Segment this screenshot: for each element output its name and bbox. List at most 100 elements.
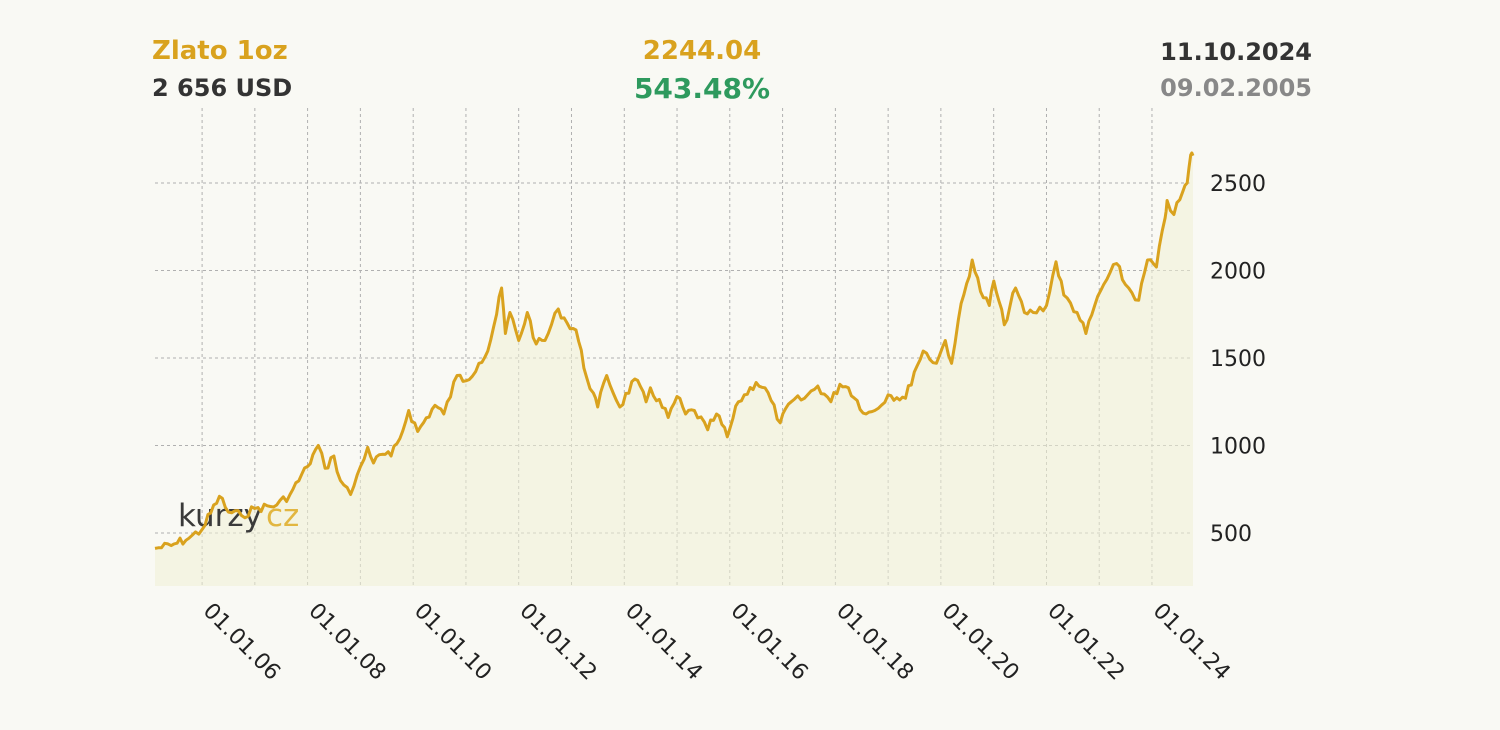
data-point [504,332,507,335]
data-point [1003,323,1006,326]
data-point [526,311,529,314]
data-point [187,537,190,540]
x-tick-label: 01.01.16 [726,599,813,686]
data-point [1155,266,1158,269]
data-point [339,479,342,482]
data-point [1084,332,1087,335]
data-point [950,362,953,365]
data-point [693,409,696,412]
y-tick-label: 2500 [1210,172,1266,197]
price-area-fill [155,152,1193,586]
data-point [544,339,547,342]
x-tick-label: 01.01.18 [831,599,918,686]
data-point [201,528,204,531]
data-point [1023,311,1026,314]
x-tick-label: 01.01.08 [303,599,390,686]
data-point [324,467,327,470]
data-point [477,362,480,365]
data-point [566,322,569,325]
logo-cz-text: cz [266,498,299,534]
data-point [957,318,960,321]
x-tick-label: 01.01.14 [620,599,707,686]
x-axis-labels: 01.01.06 01.01.08 01.01.10 01.01.12 01.01.14… [198,599,1235,686]
data-point [645,400,648,403]
instrument-name: Zlato 1oz [152,36,288,66]
y-axis-labels: 500 1000 1500 2000 2500 [1210,172,1266,547]
data-point [887,393,890,396]
data-point [253,507,256,510]
data-point [1146,259,1149,262]
chart-line-layer [154,151,1195,550]
data-point [381,453,384,456]
data-point [486,350,489,353]
data-point [944,339,947,342]
data-point [456,374,459,377]
data-point [596,406,599,409]
data-point [873,409,876,412]
data-point [816,385,819,388]
change-absolute: 2244.04 [642,36,762,66]
data-point [1062,294,1065,297]
data-point [1164,217,1167,220]
data-point [585,376,588,379]
data-point [306,465,309,468]
data-point [1045,304,1048,307]
data-point [390,455,393,458]
data-point [289,493,292,496]
data-point [1172,213,1175,216]
data-point [317,444,320,447]
data-point [1076,311,1079,314]
data-point [847,386,850,389]
y-tick-label: 500 [1210,522,1252,547]
data-point [1032,311,1035,314]
data-point [372,462,375,465]
price-line [154,151,1195,550]
data-point [971,259,974,262]
x-tick-label: 01.01.12 [514,599,601,686]
data-point [349,493,352,496]
data-point [332,455,335,458]
data-point [398,437,401,440]
data-point [790,400,793,403]
x-tick-label: 01.01.22 [1042,599,1129,686]
chart-area [155,152,1193,586]
data-point [1166,199,1169,202]
x-tick-label: 01.01.10 [409,599,496,686]
data-point [575,329,578,332]
data-point [464,379,467,382]
data-point [407,409,410,412]
data-point [1093,304,1096,307]
data-point [442,413,445,416]
data-point [1186,182,1189,185]
data-point [764,386,767,389]
data-point [517,339,520,342]
data-point [1137,299,1140,302]
data-point [605,374,608,377]
data-point [676,395,679,398]
start-date: 09.02.2005 [1160,74,1312,102]
data-point [726,435,729,438]
data-point [706,428,709,431]
data-point [1102,283,1105,286]
data-point [649,386,652,389]
x-tick-label: 01.01.24 [1148,599,1235,686]
data-point [359,465,362,468]
change-percent: 543.48% [633,72,771,105]
current-price: 2 656 USD [152,74,293,102]
data-point [366,446,369,449]
data-point [592,392,595,395]
y-tick-label: 1500 [1210,347,1266,372]
data-point [988,304,991,307]
data-point [154,547,157,550]
data-point [495,313,498,316]
data-point [979,290,982,293]
data-point [434,404,437,407]
x-tick-label: 01.01.20 [937,599,1024,686]
data-point [535,343,538,346]
end-date: 11.10.2024 [1160,38,1312,66]
data-point [416,430,419,433]
data-point [275,504,278,507]
y-tick-label: 2000 [1210,260,1266,285]
data-point [1115,262,1118,265]
data-point [935,362,938,365]
